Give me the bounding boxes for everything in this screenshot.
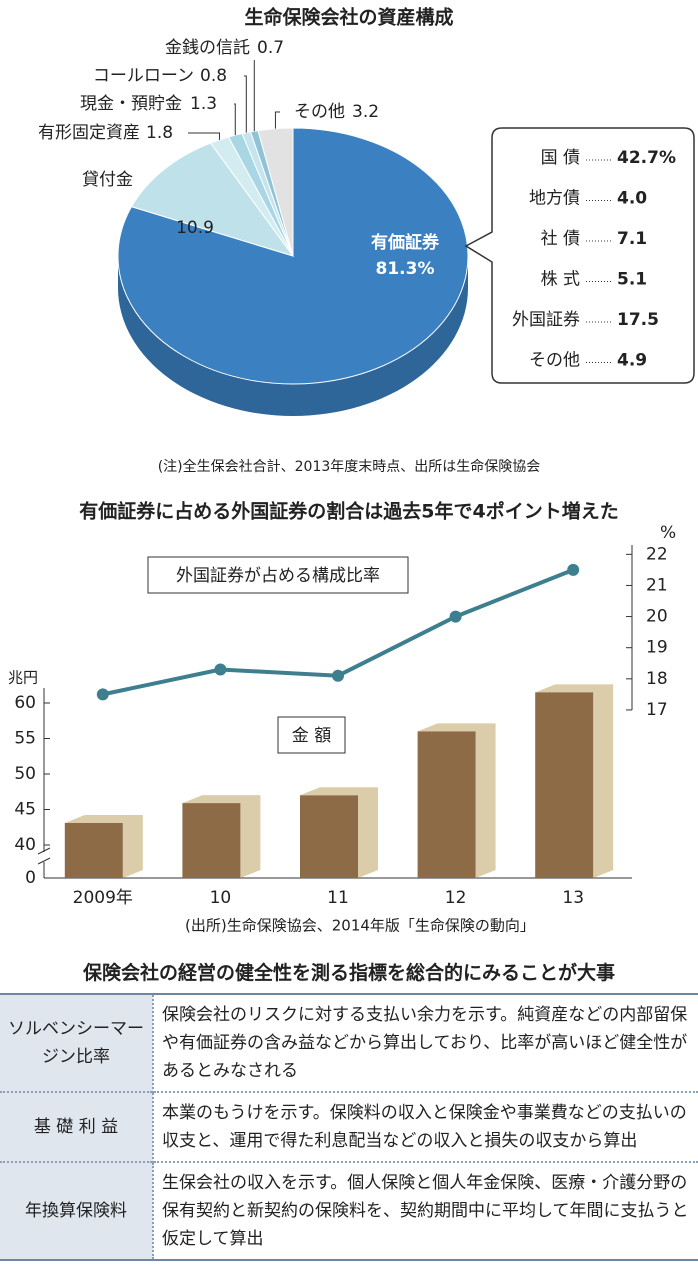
y-tick-label: 0: [25, 868, 36, 888]
pie-title: 生命保険会社の資産構成: [244, 6, 453, 29]
line-point: [567, 563, 580, 576]
table-title: 保険会社の経営の健全性を測る指標を総合的にみることが大事: [82, 962, 615, 984]
bar-side: [182, 795, 261, 878]
row-text: 生保会社の収入を示す。個人保険と個人年金保険、医療・介護分野の保有契約と新契約の…: [153, 1161, 698, 1261]
breakdown-label: 株 式: [541, 270, 580, 290]
row: 基 礎 利 益本業のもうけを示す。保険料の収入と保険金や事業費などの支払いの収支…: [0, 1091, 698, 1162]
row: 年換算保険料 生保会社の収入を示す。個人保険と個人年金保険、医療・介護分野の保有契…: [0, 1161, 698, 1261]
y2-tick-label: 22: [646, 544, 668, 564]
row: ソルベンシーマージン比率 保険会社のリスクに対する支払い余力を示す。純資産などの内…: [0, 993, 698, 1092]
y2-tick-label: 20: [646, 607, 668, 627]
slice-label: 有形固定資産: [38, 123, 140, 143]
slice-value: 0.8: [200, 66, 227, 86]
y-tick-label: 60: [14, 693, 36, 713]
bar-side: [64, 814, 143, 878]
slice-value: 0.7: [257, 38, 284, 58]
slice-label: 現金・預貯金: [80, 94, 182, 114]
x-tick-label: 2009年: [73, 888, 133, 908]
row-header: 年換算保険料: [0, 1161, 154, 1261]
table: ソルベンシーマージン比率 保険会社のリスクに対する支払い余力を示す。純資産などの内…: [0, 993, 698, 1261]
bar-side: [300, 787, 378, 878]
breakdown-label: その他: [529, 351, 580, 371]
slice-value: 1.8: [146, 123, 173, 143]
y-tick-label: 50: [14, 764, 36, 784]
combo-source: (出所)生命保険協会、2014年版「生命保険の動向」: [185, 917, 535, 935]
breakdown-value: 7.1: [617, 229, 647, 249]
slice-value: 3.2: [352, 102, 379, 122]
pie-slice: [257, 127, 294, 257]
y2-tick-label: 19: [646, 638, 668, 658]
legend-label: 金 額: [292, 726, 331, 746]
slice-label: 有価証券: [371, 232, 440, 253]
bar: [182, 803, 241, 878]
charts: 生命保険会社の資産構成 (注)全生保会社合計、2013年度末時点、出所は生命保険…: [8, 6, 695, 935]
slice-label: コールローン: [93, 66, 194, 86]
breakdown-label: 外国証券: [512, 310, 580, 330]
bar: [64, 822, 123, 878]
x-tick-label: 11: [327, 888, 349, 908]
pie-note: (注)全生保会社合計、2013年度末時点、出所は生命保険協会: [158, 458, 541, 475]
x-tick-label: 10: [210, 888, 232, 908]
bar: [417, 731, 476, 878]
combo-title: 有価証券に占める外国証券の割合は過去5年で4ポイント増えた: [79, 500, 618, 523]
bar-side: [535, 684, 614, 878]
y2-tick-label: 17: [646, 700, 668, 720]
leader-line: [234, 103, 236, 136]
slice-label: 金銭の信託: [165, 38, 250, 58]
line-point: [96, 688, 109, 701]
slice-value: 1.3: [190, 94, 217, 114]
leader-line: [188, 132, 220, 140]
row-text: 本業のもうけを示す。保険料の収入と保険金や事業費などの支払いの収支と、運用で得た…: [153, 1091, 698, 1162]
legend-box: [277, 716, 346, 754]
slice-value: 10.9: [176, 218, 214, 238]
breakdown-value: 4.0: [617, 189, 647, 209]
breakdown-value: 5.1: [617, 270, 647, 290]
line-point: [332, 669, 344, 682]
legend-label: 外国証券が占める構成比率: [176, 566, 380, 586]
breakdown-value: 42.7%: [617, 148, 676, 168]
bar-side: [417, 723, 496, 878]
breakdown-label: 社 債: [541, 229, 580, 249]
slice-label: その他: [294, 102, 345, 122]
pie-slice: [130, 142, 295, 257]
y2-tick-label: 21: [646, 575, 668, 595]
breakdown-value: 4.9: [617, 351, 647, 371]
y-tick-label: 40: [14, 835, 36, 855]
line-point: [449, 610, 462, 623]
y2-axis-unit: %: [660, 523, 676, 543]
y-axis-unit: 兆円: [8, 669, 38, 687]
line-point: [214, 663, 227, 676]
breakdown-label: 国 債: [541, 148, 580, 168]
row-text: 保険会社のリスクに対する支払い余力を示す。純資産などの内部留保や有価証券の含み益…: [153, 993, 698, 1092]
x-tick-label: 12: [445, 888, 467, 908]
row-header: 基 礎 利 益: [0, 1091, 154, 1162]
bar: [300, 795, 358, 878]
y2-tick-label: 18: [646, 669, 668, 689]
slice-label: 貸付金: [82, 170, 133, 190]
breakdown-value: 17.5: [617, 310, 659, 330]
leader-line: [244, 75, 247, 133]
breakdown-box: [464, 127, 695, 384]
x-tick-label: 13: [562, 888, 584, 908]
row-header: ソルベンシーマージン比率: [0, 993, 154, 1092]
slice-value: 81.3%: [376, 259, 435, 279]
bar: [535, 692, 594, 878]
pie-side: [118, 256, 468, 416]
leader-line: [274, 111, 280, 129]
axis-break: [37, 847, 51, 865]
breakdown-label: 地方債: [529, 189, 580, 209]
legend-box: [147, 556, 409, 594]
y-tick-label: 55: [14, 729, 36, 749]
y-tick-label: 45: [14, 800, 36, 820]
